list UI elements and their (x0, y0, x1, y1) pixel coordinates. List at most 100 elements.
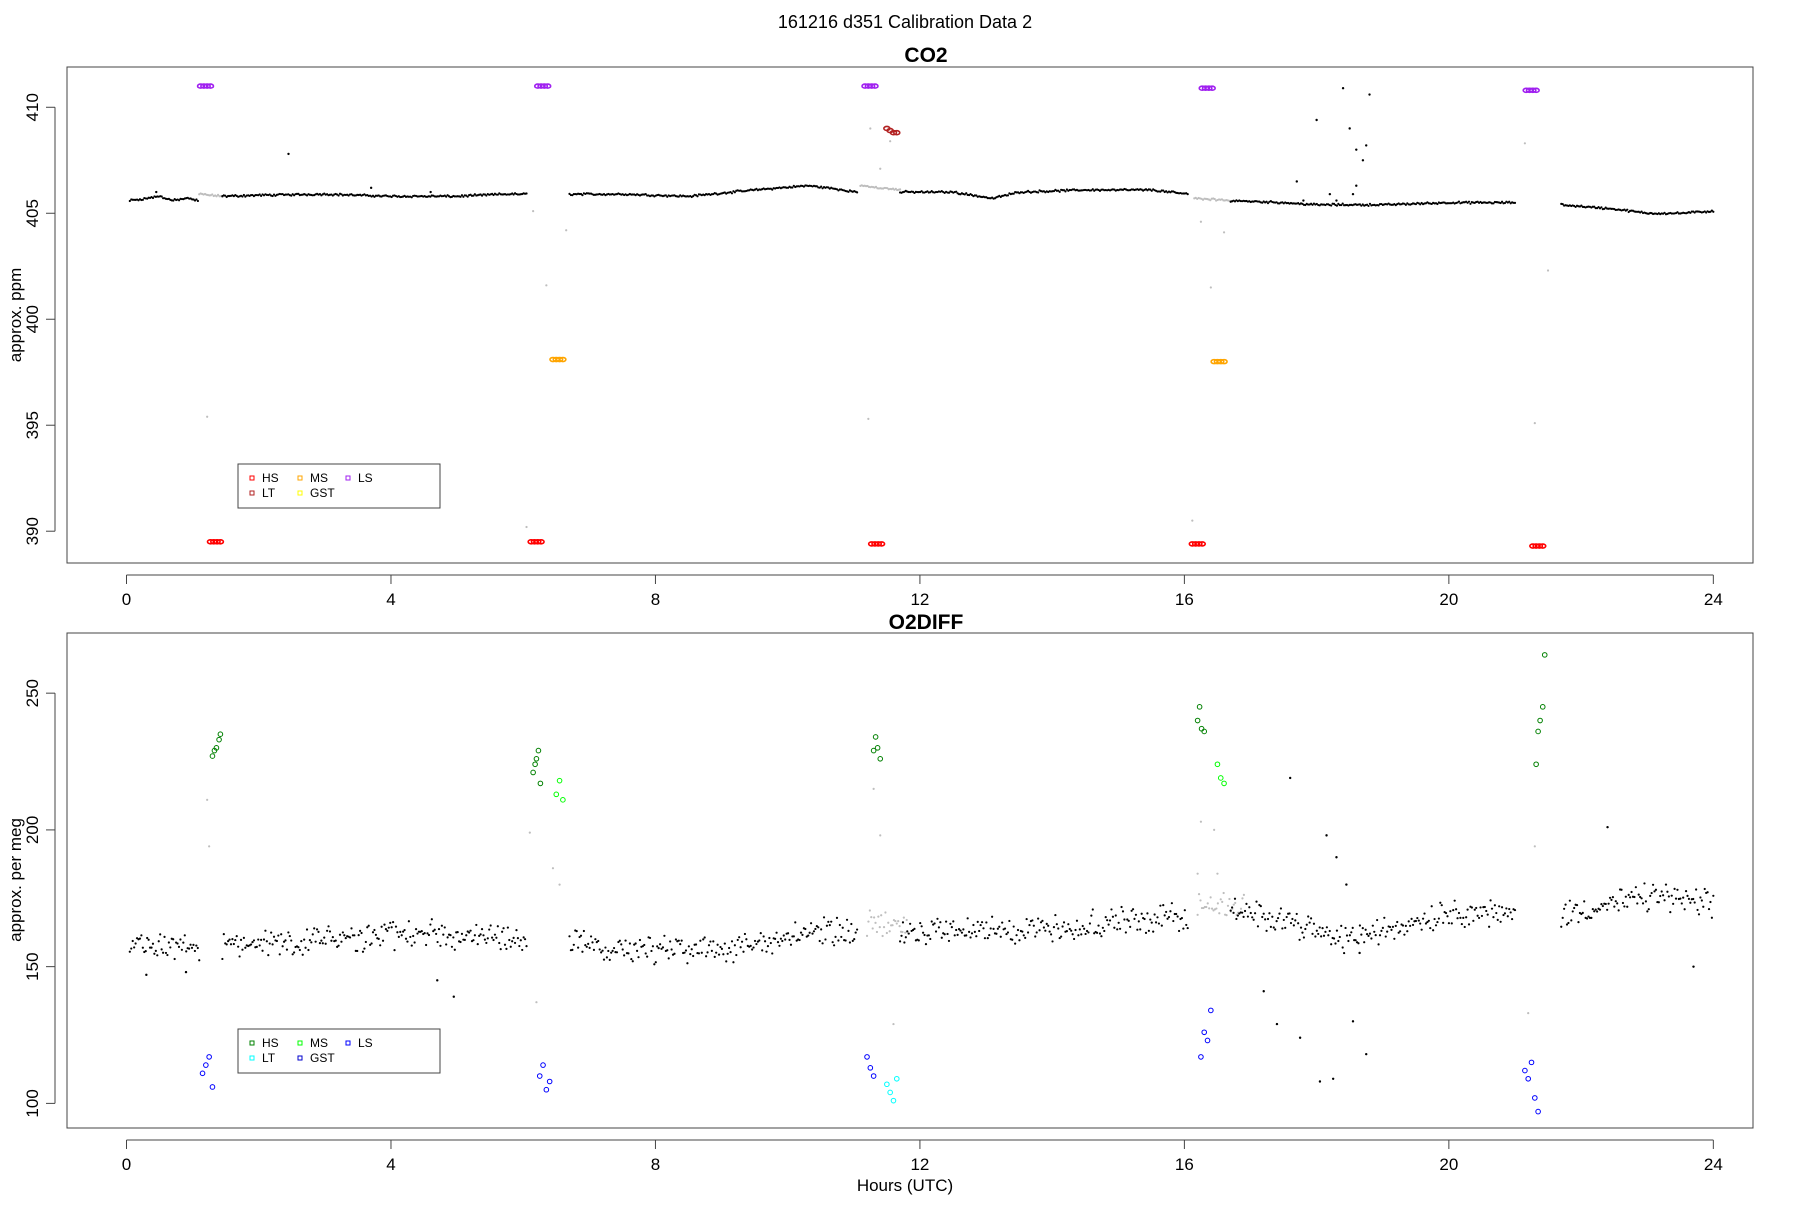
o2diff-ambient-point (577, 946, 580, 949)
o2diff-ambient-point (1152, 930, 1155, 933)
co2-ambient-point (1676, 211, 1679, 214)
co2-hs-point (1538, 543, 1547, 549)
o2diff-ambient-point (838, 923, 841, 927)
o2diff-ambient-point (1577, 920, 1580, 924)
o2diff-ambient-point (420, 929, 423, 933)
co2-flush-point (869, 127, 872, 130)
o2diff-ambient-point (779, 937, 782, 940)
o2diff-flush-point (1241, 897, 1244, 900)
o2diff-legend-label-ls: LS (358, 1036, 373, 1050)
co2-legend-swatch-hs (249, 475, 255, 481)
o2diff-flush-point (1215, 907, 1218, 910)
co2-ambient-point (390, 195, 393, 199)
o2diff-ambient-point (1052, 925, 1056, 929)
o2diff-ambient-point (1633, 895, 1636, 899)
o2diff-flush-point (905, 918, 908, 922)
o2diff-ls-point (199, 1070, 206, 1077)
o2diff-ambient-point (1646, 910, 1649, 913)
o2diff-ambient-point (1294, 919, 1297, 922)
o2diff-ambient-point (1101, 926, 1104, 929)
o2diff-ambient-point (509, 945, 512, 948)
o2diff-ambient-point (1325, 926, 1328, 929)
o2diff-ambient-point (380, 925, 383, 928)
o2diff-ambient-point (710, 949, 713, 952)
o2diff-ambient-point (1590, 916, 1593, 919)
co2-ambient-point (1457, 200, 1461, 203)
co2-flush-point (1199, 220, 1203, 223)
o2diff-ambient-point (1131, 908, 1135, 911)
co2-x-tick-label: 0 (122, 590, 131, 609)
o2diff-ambient-point (277, 934, 280, 937)
o2diff-ambient-point (1687, 897, 1691, 900)
co2-ls-point (1529, 87, 1537, 94)
co2-ambient-point (151, 196, 155, 200)
o2diff-ambient-point (1133, 917, 1136, 920)
co2-flush-point (215, 195, 218, 198)
o2diff-ambient-point (452, 936, 455, 939)
o2diff-ambient-point (1573, 906, 1576, 910)
co2-ambient-point (1640, 210, 1643, 213)
co2-ambient-point (1414, 203, 1418, 206)
o2diff-ambient-point (1304, 927, 1307, 931)
o2diff-ambient-point (498, 941, 501, 945)
o2diff-ambient-point (285, 948, 289, 951)
o2diff-flush-point (1225, 914, 1228, 917)
o2diff-ambient-point (282, 940, 286, 943)
o2diff-ambient-point (840, 935, 843, 939)
o2diff-ambient-point (957, 928, 961, 931)
o2diff-ambient-point (1350, 931, 1353, 934)
o2diff-ambient-point (972, 923, 975, 927)
o2diff-ambient-point (1707, 907, 1711, 911)
o2diff-hs-point (535, 747, 542, 754)
o2diff-ambient-point (1251, 916, 1254, 919)
o2diff-ambient-point (1489, 899, 1492, 902)
co2-ambient-point (290, 194, 293, 197)
o2diff-ambient-point (1365, 932, 1369, 936)
o2diff-ambient-point (160, 948, 163, 951)
co2-ambient-point (1337, 202, 1340, 205)
co2-ambient-point (1663, 211, 1666, 214)
o2diff-flush-point (871, 927, 874, 930)
o2diff-ambient-point (424, 943, 428, 947)
o2diff-ambient-point (242, 936, 245, 940)
o2diff-ambient-point (1011, 938, 1014, 941)
o2diff-ambient-point (1499, 920, 1502, 923)
o2diff-ambient-point (384, 928, 388, 931)
o2diff-x-tick-label: 24 (1704, 1155, 1723, 1174)
o2diff-ambient-point (601, 949, 604, 952)
o2diff-ambient-point (366, 926, 369, 929)
o2diff-ambient-point (473, 934, 476, 937)
o2diff-ambient-point (1365, 1052, 1368, 1056)
o2diff-ambient-point (280, 933, 283, 936)
o2diff-ambient-point (968, 930, 971, 933)
o2diff-ambient-point (1624, 895, 1627, 898)
co2-ambient-point (1355, 184, 1358, 187)
o2diff-ambient-point (1620, 888, 1623, 891)
o2diff-ambient-point (271, 943, 274, 946)
o2diff-ambient-point (807, 934, 810, 937)
o2diff-ambient-point (1670, 894, 1673, 897)
co2-hs-point (1198, 541, 1207, 547)
o2diff-ambient-point (1568, 899, 1571, 902)
o2diff-ambient-point (452, 995, 455, 998)
o2diff-ambient-point (1330, 943, 1333, 946)
o2diff-ambient-point (1261, 915, 1264, 919)
co2-ambient-point (1037, 191, 1040, 194)
o2diff-ambient-point (164, 951, 168, 955)
o2diff-ambient-point (1255, 900, 1258, 903)
o2diff-ambient-point (1712, 894, 1715, 897)
o2diff-ambient-point (1047, 924, 1050, 927)
co2-ambient-point (429, 190, 432, 194)
co2-ambient-point (1341, 86, 1345, 90)
o2diff-ambient-point (311, 933, 314, 936)
o2diff-ambient-point (1121, 910, 1125, 913)
o2diff-ambient-point (1097, 924, 1100, 927)
o2diff-ambient-point (267, 954, 270, 957)
co2-legend-swatch-lt (249, 490, 255, 496)
co2-axes: 0 4 8 12 16 20 24 390 395 400 405 410 (23, 93, 1723, 609)
o2diff-ambient-point (1279, 907, 1283, 910)
o2diff-ambient-point (848, 941, 852, 944)
o2diff-ambient-point (198, 959, 201, 962)
o2diff-ambient-point (1695, 888, 1698, 891)
o2diff-ambient-point (799, 931, 803, 934)
